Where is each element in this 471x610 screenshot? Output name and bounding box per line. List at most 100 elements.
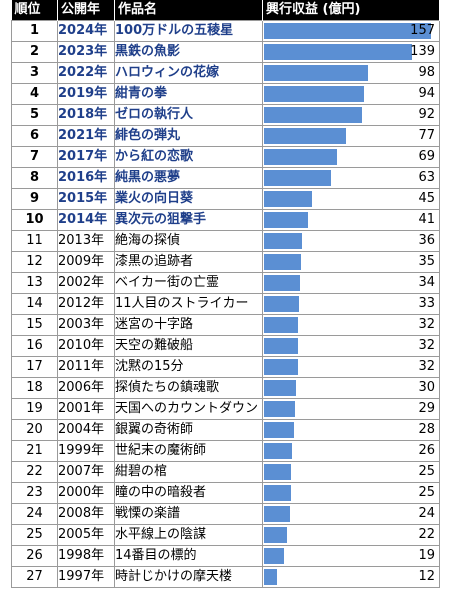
rank-cell: 10 [11,209,58,231]
revenue-bar [264,65,368,81]
rank-cell: 26 [11,545,58,567]
title-cell: 紺碧の棺 [114,461,263,483]
year-cell: 2023年 [57,41,115,63]
revenue-bar [264,527,287,543]
year-cell: 2016年 [57,167,115,189]
revenue-label: 32 [418,359,435,374]
revenue-label: 69 [418,149,435,164]
value-cell: 34 [262,272,440,294]
rank-cell: 21 [11,440,58,462]
year-cell: 2022年 [57,62,115,84]
value-cell: 98 [262,62,440,84]
header-row: 順位 公開年 作品名 興行収益 (億円) [11,0,440,21]
revenue-bar [264,23,431,39]
title-cell: 業火の向日葵 [114,188,263,210]
table-row: 26 1998年 14番目の標的 19 [11,545,440,567]
table-row: 10 2014年 異次元の狙撃手 41 [11,209,440,231]
table-row: 20 2004年 銀翼の奇術師 28 [11,419,440,441]
title-cell: 黒鉄の魚影 [114,41,263,63]
value-cell: 41 [262,209,440,231]
revenue-label: 32 [418,317,435,332]
title-cell: 時計じかけの摩天楼 [114,566,263,588]
revenue-label: 94 [418,86,435,101]
rank-cell: 14 [11,293,58,315]
table-row: 23 2000年 瞳の中の暗殺者 25 [11,482,440,504]
rank-cell: 16 [11,335,58,357]
rank-cell: 20 [11,419,58,441]
title-cell: 14番目の標的 [114,545,263,567]
year-cell: 1998年 [57,545,115,567]
revenue-label: 92 [418,107,435,122]
revenue-label: 63 [418,170,435,185]
rank-cell: 17 [11,356,58,378]
value-cell: 19 [262,545,440,567]
year-cell: 2007年 [57,461,115,483]
value-cell: 36 [262,230,440,252]
value-cell: 33 [262,293,440,315]
rank-cell: 25 [11,524,58,546]
year-cell: 2003年 [57,314,115,336]
value-cell: 69 [262,146,440,168]
year-cell: 1999年 [57,440,115,462]
table-row: 6 2021年 緋色の弾丸 77 [11,125,440,147]
revenue-label: 33 [418,296,435,311]
header-rank: 順位 [11,0,58,21]
title-cell: 100万ドルの五稜星 [114,20,263,42]
year-cell: 2001年 [57,398,115,420]
rank-cell: 24 [11,503,58,525]
revenue-bar [264,296,299,312]
ranking-table: 順位 公開年 作品名 興行収益 (億円) 1 2024年 100万ドルの五稜星 157… [11,0,440,588]
rank-cell: 27 [11,566,58,588]
value-cell: 32 [262,356,440,378]
revenue-bar [264,86,364,102]
title-cell: ハロウィンの花嫁 [114,62,263,84]
table-row: 9 2015年 業火の向日葵 45 [11,188,440,210]
value-cell: 94 [262,83,440,105]
table-row: 15 2003年 迷宮の十字路 32 [11,314,440,336]
title-cell: ゼロの執行人 [114,104,263,126]
rank-cell: 22 [11,461,58,483]
year-cell: 2013年 [57,230,115,252]
title-cell: 探偵たちの鎮魂歌 [114,377,263,399]
revenue-label: 139 [410,44,435,59]
revenue-label: 28 [418,422,435,437]
year-cell: 2011年 [57,356,115,378]
year-cell: 2014年 [57,209,115,231]
table-row: 11 2013年 絶海の探偵 36 [11,230,440,252]
year-cell: 2008年 [57,503,115,525]
title-cell: 絶海の探偵 [114,230,263,252]
table-row: 4 2019年 紺青の拳 94 [11,83,440,105]
value-cell: 22 [262,524,440,546]
year-cell: 2004年 [57,419,115,441]
revenue-bar [264,401,295,417]
table-row: 27 1997年 時計じかけの摩天楼 12 [11,566,440,588]
revenue-label: 36 [418,233,435,248]
rank-cell: 1 [11,20,58,42]
revenue-bar [264,254,301,270]
revenue-bar [264,149,337,165]
table-row: 22 2007年 紺碧の棺 25 [11,461,440,483]
value-cell: 32 [262,335,440,357]
revenue-label: 30 [418,380,435,395]
year-cell: 2006年 [57,377,115,399]
table-row: 2 2023年 黒鉄の魚影 139 [11,41,440,63]
revenue-bar [264,128,346,144]
value-cell: 26 [262,440,440,462]
table-row: 21 1999年 世紀末の魔術師 26 [11,440,440,462]
table-row: 12 2009年 漆黒の追跡者 35 [11,251,440,273]
rank-cell: 8 [11,167,58,189]
title-cell: から紅の恋歌 [114,146,263,168]
value-cell: 63 [262,167,440,189]
rank-cell: 11 [11,230,58,252]
revenue-bar [264,380,296,396]
rank-cell: 13 [11,272,58,294]
rank-cell: 7 [11,146,58,168]
value-cell: 25 [262,482,440,504]
title-cell: 水平線上の陰謀 [114,524,263,546]
value-cell: 45 [262,188,440,210]
title-cell: 紺青の拳 [114,83,263,105]
year-cell: 2018年 [57,104,115,126]
revenue-bar [264,170,331,186]
ranking-chart: 順位 公開年 作品名 興行収益 (億円) 1 2024年 100万ドルの五稜星 157… [11,0,440,588]
revenue-bar [264,44,412,60]
